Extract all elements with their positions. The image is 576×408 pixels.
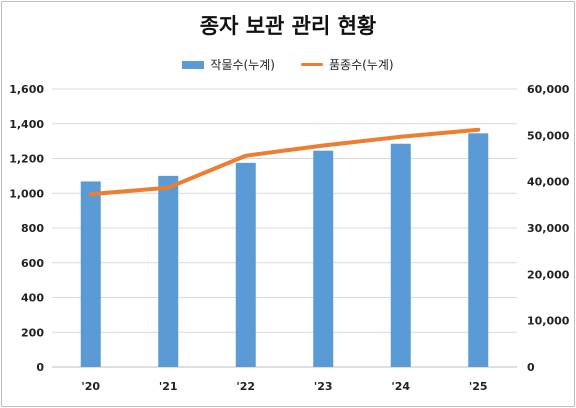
bar xyxy=(313,150,334,367)
line-point xyxy=(400,136,402,138)
chart-title: 종자 보관 관리 현황 xyxy=(199,14,377,38)
y-right-tick-label: 10,000 xyxy=(527,315,570,328)
y-left-tick-label: 800 xyxy=(21,222,44,235)
line-point xyxy=(322,145,324,147)
y-left-tick-label: 1,400 xyxy=(9,118,44,131)
line-point xyxy=(477,129,479,131)
y-right-tick-label: 40,000 xyxy=(527,176,570,189)
legend-line-label: 품종수(누계) xyxy=(329,58,394,72)
y-left-tick-label: 1,000 xyxy=(9,187,44,200)
x-tick-label: '25 xyxy=(469,380,488,393)
legend-bar-label: 작물수(누계) xyxy=(210,58,275,72)
x-tick-label: '23 xyxy=(314,380,333,393)
bar xyxy=(468,133,489,367)
bar xyxy=(158,175,179,367)
y-right-tick-label: 20,000 xyxy=(527,268,570,281)
legend-item-line: 품종수(누계) xyxy=(301,56,394,73)
y-right-tick-label: 60,000 xyxy=(527,83,570,96)
legend-item-bar: 작물수(누계) xyxy=(182,56,275,73)
legend-line-swatch xyxy=(301,63,323,66)
y-left-tick-label: 400 xyxy=(21,292,44,305)
bar xyxy=(390,143,411,367)
line-point xyxy=(90,193,92,195)
bar xyxy=(235,162,256,367)
line-point xyxy=(167,187,169,189)
y-left-tick-label: 1,200 xyxy=(9,153,44,166)
y-left-tick-label: 200 xyxy=(21,326,44,339)
x-tick-label: '22 xyxy=(236,380,255,393)
x-tick-label: '20 xyxy=(81,380,100,393)
y-right-tick-label: 0 xyxy=(527,361,535,374)
series-line xyxy=(88,127,481,197)
x-tick-label: '21 xyxy=(159,380,178,393)
y-left-tick-label: 600 xyxy=(21,257,44,270)
y-right-tick-label: 50,000 xyxy=(527,129,570,142)
chart-legend: 작물수(누계) 품종수(누계) xyxy=(0,56,576,73)
y-left-tick-label: 1,600 xyxy=(9,83,44,96)
x-tick-label: '24 xyxy=(391,380,410,393)
y-left-tick-label: 0 xyxy=(36,361,44,374)
bar xyxy=(80,181,101,367)
legend-bar-swatch xyxy=(182,60,205,69)
y-right-tick-label: 30,000 xyxy=(527,222,570,235)
line-point xyxy=(245,155,247,157)
